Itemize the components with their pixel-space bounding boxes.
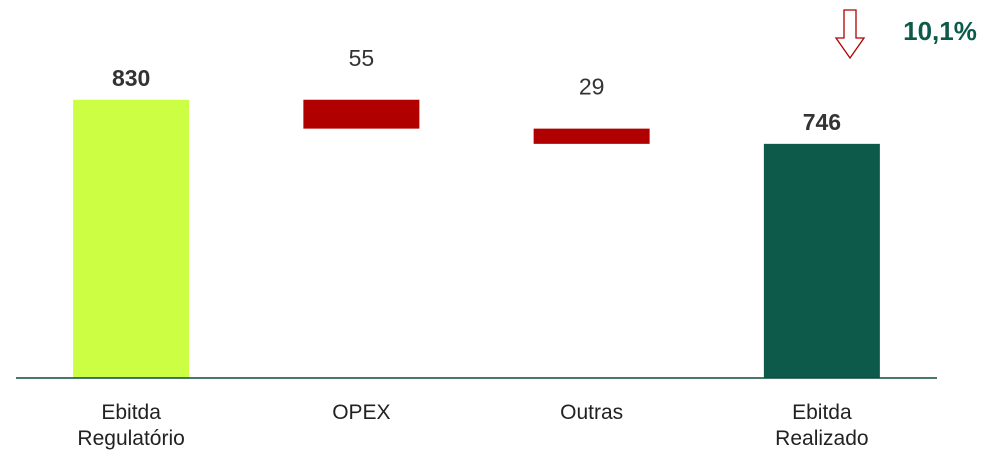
value-label: 830 <box>112 65 150 91</box>
arrow-icon <box>834 9 866 60</box>
bar <box>763 143 880 378</box>
bar <box>73 99 190 378</box>
bar <box>533 128 650 144</box>
annotation: 10,1% <box>903 16 977 46</box>
x-tick-label: Ebitda Realizado <box>775 401 869 450</box>
value-label: 29 <box>579 74 605 100</box>
x-tick-label: Outras <box>560 401 624 424</box>
x-tick-label: Ebitda Regulatório <box>77 401 185 450</box>
x-tick-label: OPEX <box>332 401 391 424</box>
value-label: 55 <box>349 45 375 71</box>
bar <box>303 99 420 129</box>
value-label: 746 <box>803 109 841 135</box>
